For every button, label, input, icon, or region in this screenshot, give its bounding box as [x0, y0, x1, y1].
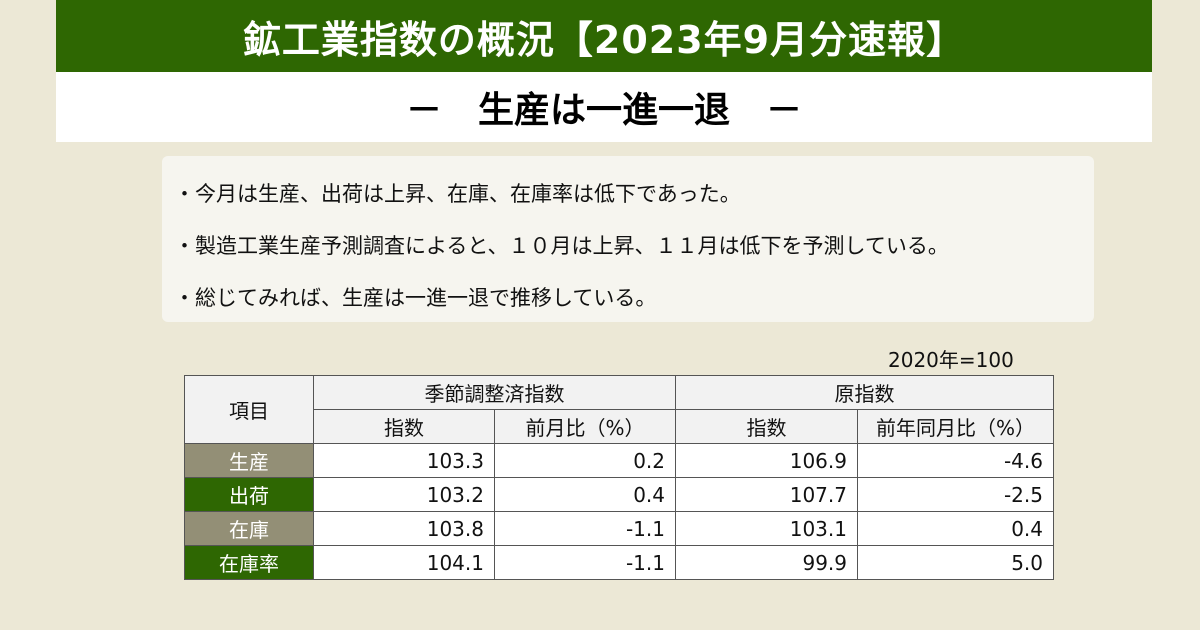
group-header-seasonally-adjusted: 季節調整済指数	[313, 375, 676, 410]
cell-sa-index: 103.8	[313, 511, 495, 546]
cell-sa-index: 103.3	[313, 443, 495, 478]
summary-bullet-2: ・製造工業生産予測調査によると、１０月は上昇、１１月は低下を予測している。	[174, 234, 949, 258]
row-label: 生産	[184, 443, 314, 478]
item-header: 項目	[184, 375, 314, 444]
cell-sa-mom: -1.1	[494, 511, 676, 546]
summary-box: ・今月は生産、出荷は上昇、在庫、在庫率は低下であった。 ・製造工業生産予測調査に…	[162, 156, 1094, 322]
cell-raw-index: 106.9	[675, 443, 858, 478]
subheader-raw-yoy: 前年同月比（%）	[857, 409, 1054, 444]
cell-raw-index: 99.9	[675, 545, 858, 580]
summary-bullet-1: ・今月は生産、出荷は上昇、在庫、在庫率は低下であった。	[174, 182, 741, 206]
group-header-original: 原指数	[675, 375, 1054, 410]
table-header-row: 項目 季節調整済指数 原指数	[184, 375, 1054, 444]
table-row: 在庫 103.8 -1.1 103.1 0.4	[184, 511, 1054, 546]
subheader-sa-mom: 前月比（%）	[494, 409, 676, 444]
cell-raw-yoy: 5.0	[857, 545, 1054, 580]
row-label: 在庫率	[184, 545, 314, 580]
cell-raw-yoy: 0.4	[857, 511, 1054, 546]
table-subheader-row: 指数 前月比（%） 指数 前年同月比（%）	[185, 409, 1054, 444]
cell-sa-index: 103.2	[313, 477, 495, 512]
subheader-sa-index: 指数	[313, 409, 495, 444]
cell-sa-index: 104.1	[313, 545, 495, 580]
base-year-note: 2020年=100	[888, 348, 1014, 372]
page-subtitle: － 生産は一進一退 －	[56, 72, 1152, 142]
cell-sa-mom: -1.1	[494, 545, 676, 580]
cell-sa-mom: 0.2	[494, 443, 676, 478]
cell-raw-index: 103.1	[675, 511, 858, 546]
summary-bullet-3: ・総じてみれば、生産は一進一退で推移している。	[174, 286, 657, 310]
table-row: 生産 103.3 0.2 106.9 -4.6	[184, 443, 1054, 478]
table-row: 出荷 103.2 0.4 107.7 -2.5	[184, 477, 1054, 512]
cell-raw-yoy: -2.5	[857, 477, 1054, 512]
row-label: 出荷	[184, 477, 314, 512]
cell-raw-index: 107.7	[675, 477, 858, 512]
cell-raw-yoy: -4.6	[857, 443, 1054, 478]
page-title: 鉱工業指数の概況【2023年9月分速報】	[56, 0, 1152, 72]
row-label: 在庫	[184, 511, 314, 546]
cell-sa-mom: 0.4	[494, 477, 676, 512]
subheader-raw-index: 指数	[675, 409, 858, 444]
index-table: 項目 季節調整済指数 原指数 指数 前月比（%） 指数 前年同月比（%） 生産 …	[184, 375, 1054, 580]
table-row: 在庫率 104.1 -1.1 99.9 5.0	[184, 545, 1054, 580]
